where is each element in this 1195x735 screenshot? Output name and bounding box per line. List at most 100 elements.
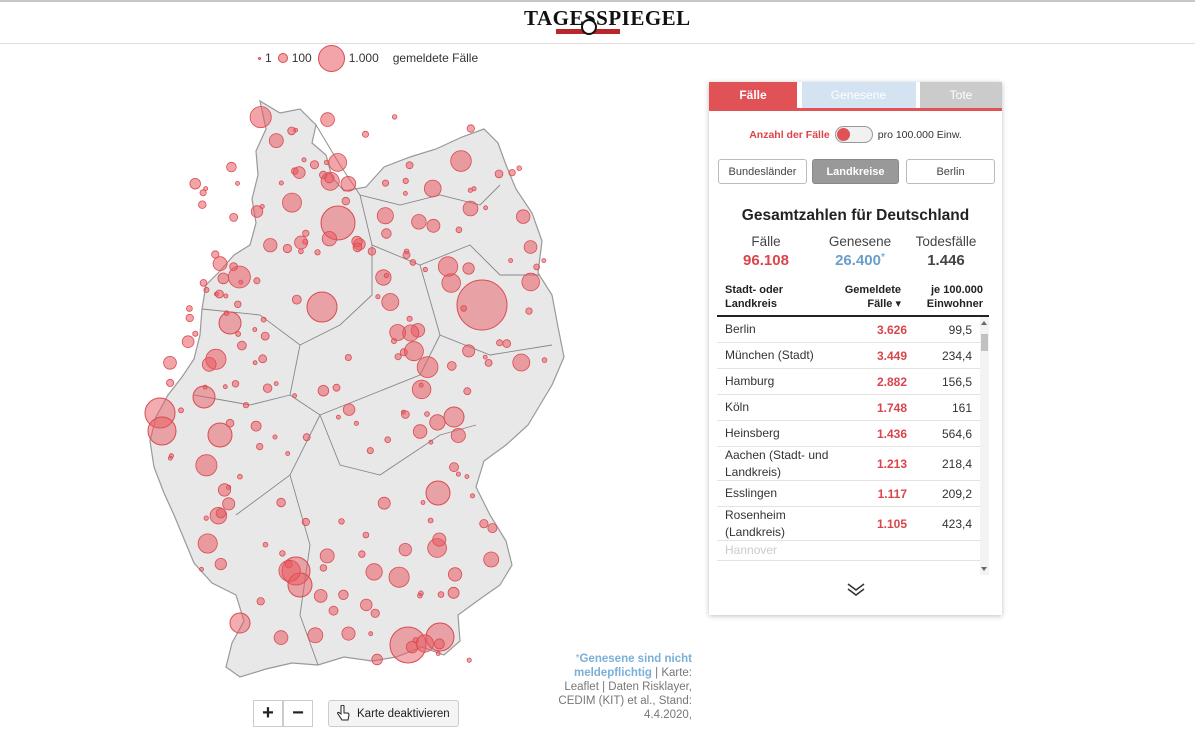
case-bubble[interactable] <box>319 564 328 572</box>
case-bubble[interactable] <box>263 238 278 253</box>
case-bubble[interactable] <box>423 179 442 198</box>
case-bubble[interactable] <box>203 286 210 293</box>
col-header-district[interactable]: Stadt- oder Landkreis <box>725 284 784 310</box>
case-bubble[interactable] <box>462 262 475 275</box>
tab-deaths[interactable]: Tote <box>920 82 1002 108</box>
case-bubble[interactable] <box>168 453 174 459</box>
case-bubble[interactable] <box>344 353 352 361</box>
case-bubble[interactable] <box>338 589 349 601</box>
case-bubble[interactable] <box>203 186 209 191</box>
case-bubbles[interactable] <box>144 106 548 666</box>
case-bubble[interactable] <box>391 114 398 120</box>
case-bubble[interactable] <box>432 532 447 547</box>
case-bubble[interactable] <box>441 273 461 293</box>
case-bubble[interactable] <box>222 384 228 390</box>
case-bubble[interactable] <box>377 496 391 510</box>
case-bubble[interactable] <box>279 550 286 557</box>
case-bubble[interactable] <box>195 454 218 477</box>
case-bubble[interactable] <box>417 593 423 599</box>
case-bubble[interactable] <box>262 383 273 393</box>
case-bubble[interactable] <box>214 557 227 571</box>
case-bubble[interactable] <box>416 356 439 378</box>
zoom-in-button[interactable]: + <box>253 700 283 727</box>
case-bubble[interactable] <box>437 256 459 277</box>
case-bubble[interactable] <box>371 653 383 666</box>
case-bubble[interactable] <box>455 471 461 477</box>
case-bubble[interactable] <box>234 300 242 308</box>
case-bubble[interactable] <box>406 315 413 322</box>
case-bubble[interactable] <box>302 229 310 237</box>
case-bubble[interactable] <box>186 305 193 312</box>
case-bubble[interactable] <box>463 387 472 396</box>
case-bubble[interactable] <box>483 551 500 568</box>
case-bubble[interactable] <box>443 406 465 428</box>
case-bubble[interactable] <box>260 331 270 341</box>
case-bubble[interactable] <box>338 518 345 525</box>
case-bubble[interactable] <box>218 311 242 335</box>
case-bubble[interactable] <box>462 200 479 217</box>
case-bubble[interactable] <box>437 591 445 598</box>
case-bubble[interactable] <box>197 533 218 554</box>
case-bubble[interactable] <box>262 541 269 548</box>
case-bubble[interactable] <box>381 228 392 239</box>
case-bubble[interactable] <box>249 106 272 129</box>
case-bubble[interactable] <box>237 473 243 480</box>
case-bubble[interactable] <box>307 627 324 644</box>
case-bubble[interactable] <box>273 381 279 387</box>
case-bubble[interactable] <box>163 355 177 370</box>
scroll-thumb[interactable] <box>981 334 988 351</box>
case-bubble[interactable] <box>360 598 373 612</box>
case-bubble[interactable] <box>185 313 194 323</box>
case-bubble[interactable] <box>482 354 488 360</box>
case-bubble[interactable] <box>415 634 434 653</box>
case-bubble[interactable] <box>252 360 258 366</box>
case-bubble[interactable] <box>217 272 230 285</box>
case-bubble[interactable] <box>178 407 184 414</box>
case-bubble[interactable] <box>198 200 207 209</box>
case-bubble[interactable] <box>292 166 306 179</box>
case-bubble[interactable] <box>420 500 426 505</box>
case-bubble[interactable] <box>212 256 228 272</box>
case-bubble[interactable] <box>455 226 463 234</box>
case-bubble[interactable] <box>464 474 470 480</box>
case-bubble[interactable] <box>471 186 477 192</box>
case-bubble[interactable] <box>496 339 504 347</box>
case-bubble[interactable] <box>487 523 498 534</box>
tab-recovered[interactable]: Genesene <box>801 82 916 108</box>
case-bubble[interactable] <box>340 176 357 192</box>
case-bubble[interactable] <box>368 631 374 637</box>
case-bubble[interactable] <box>411 214 427 230</box>
case-bubble[interactable] <box>215 508 227 519</box>
case-bubble[interactable] <box>229 213 239 222</box>
case-bubble[interactable] <box>313 589 328 603</box>
col-header-per100k[interactable]: je 100.000 Einwohner <box>926 284 983 310</box>
case-bubble[interactable] <box>494 169 504 179</box>
case-bubble[interactable] <box>302 433 311 442</box>
case-bubble[interactable] <box>523 240 538 254</box>
case-bubble[interactable] <box>147 416 177 446</box>
case-bubble[interactable] <box>282 243 292 254</box>
case-bubble[interactable] <box>426 218 441 233</box>
case-bubble[interactable] <box>358 550 366 558</box>
case-bubble[interactable] <box>276 497 286 508</box>
case-bubble[interactable] <box>516 209 531 224</box>
case-bubble[interactable] <box>462 344 476 358</box>
case-bubble[interactable] <box>516 165 522 171</box>
case-bubble[interactable] <box>402 177 409 185</box>
case-bubble[interactable] <box>388 566 410 588</box>
case-bubble[interactable] <box>242 402 250 409</box>
case-bubble[interactable] <box>225 418 235 428</box>
case-bubble[interactable] <box>166 378 175 387</box>
case-bubble[interactable] <box>409 259 417 266</box>
case-bubble[interactable] <box>469 493 475 499</box>
case-bubble[interactable] <box>294 235 309 250</box>
case-bubble[interactable] <box>235 181 240 186</box>
case-bubble[interactable] <box>365 563 383 581</box>
case-bubble[interactable] <box>450 427 466 443</box>
case-bubble[interactable] <box>466 657 472 663</box>
case-bubble[interactable] <box>181 335 195 349</box>
case-bubble[interactable] <box>412 424 428 439</box>
case-bubble[interactable] <box>192 385 216 409</box>
case-bubble[interactable] <box>309 160 319 170</box>
case-bubble[interactable] <box>215 289 224 299</box>
